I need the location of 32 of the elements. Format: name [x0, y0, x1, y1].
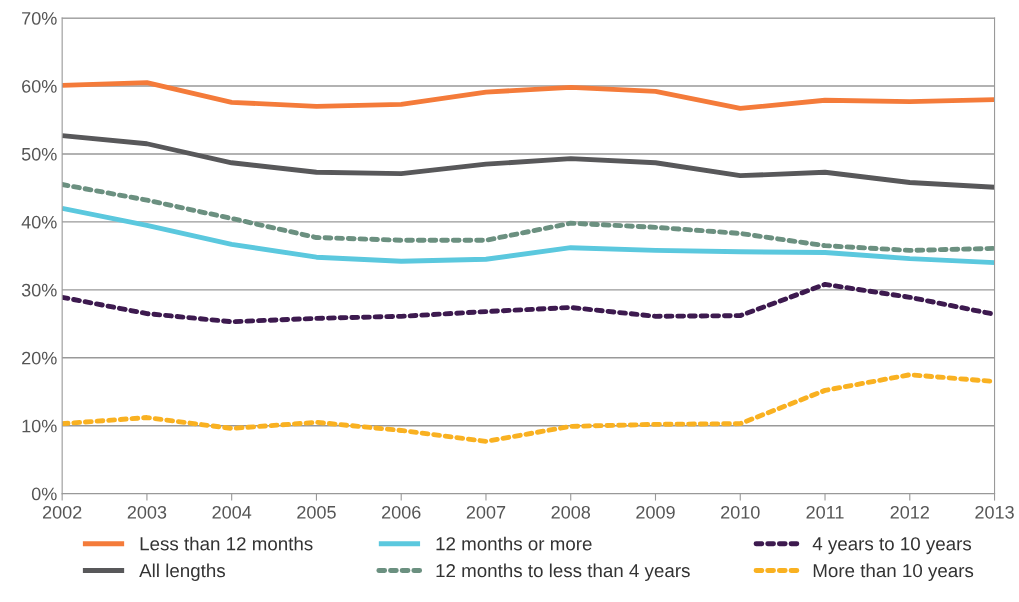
line-series — [62, 133, 995, 190]
x-tick-label: 2008 — [551, 505, 591, 519]
x-tick-label: 2012 — [890, 505, 929, 519]
x-tick-label: 2013 — [975, 505, 1014, 519]
legend-label: All lengths — [139, 563, 225, 581]
y-tick-label: 20% — [22, 351, 57, 365]
x-tick-label: 2010 — [721, 505, 760, 519]
legend-label: 4 years to 10 years — [812, 537, 972, 555]
x-tick-label: 2003 — [127, 505, 167, 519]
line-series — [62, 281, 995, 325]
line-series — [62, 205, 995, 266]
legend-label: More than 10 years — [813, 563, 974, 581]
y-tick-label: 40% — [21, 215, 57, 229]
x-tick-label: 2002 — [42, 505, 82, 519]
line-series — [62, 372, 995, 444]
y-tick-label: 70% — [22, 11, 57, 25]
y-tick-label: 30% — [21, 283, 57, 297]
x-tick-label: 2004 — [212, 505, 252, 519]
y-tick-label: 0% — [31, 487, 57, 501]
x-tick-label: 2007 — [466, 505, 506, 519]
x-tick-label: 2005 — [297, 505, 336, 519]
legend-label: 12 months or more — [436, 536, 592, 551]
legend-label: Less than 12 months — [140, 536, 313, 551]
x-tick-label: 2006 — [382, 505, 421, 519]
y-tick-label: 60% — [22, 79, 57, 93]
x-tick-label: 2011 — [806, 505, 844, 519]
legend-label: 12 months to less than 4 years — [436, 563, 690, 581]
y-tick-label: 10% — [22, 419, 57, 433]
line-series — [62, 80, 995, 111]
x-tick-label: 2009 — [636, 505, 675, 519]
line-series — [62, 182, 995, 253]
y-tick-label: 50% — [21, 147, 57, 161]
